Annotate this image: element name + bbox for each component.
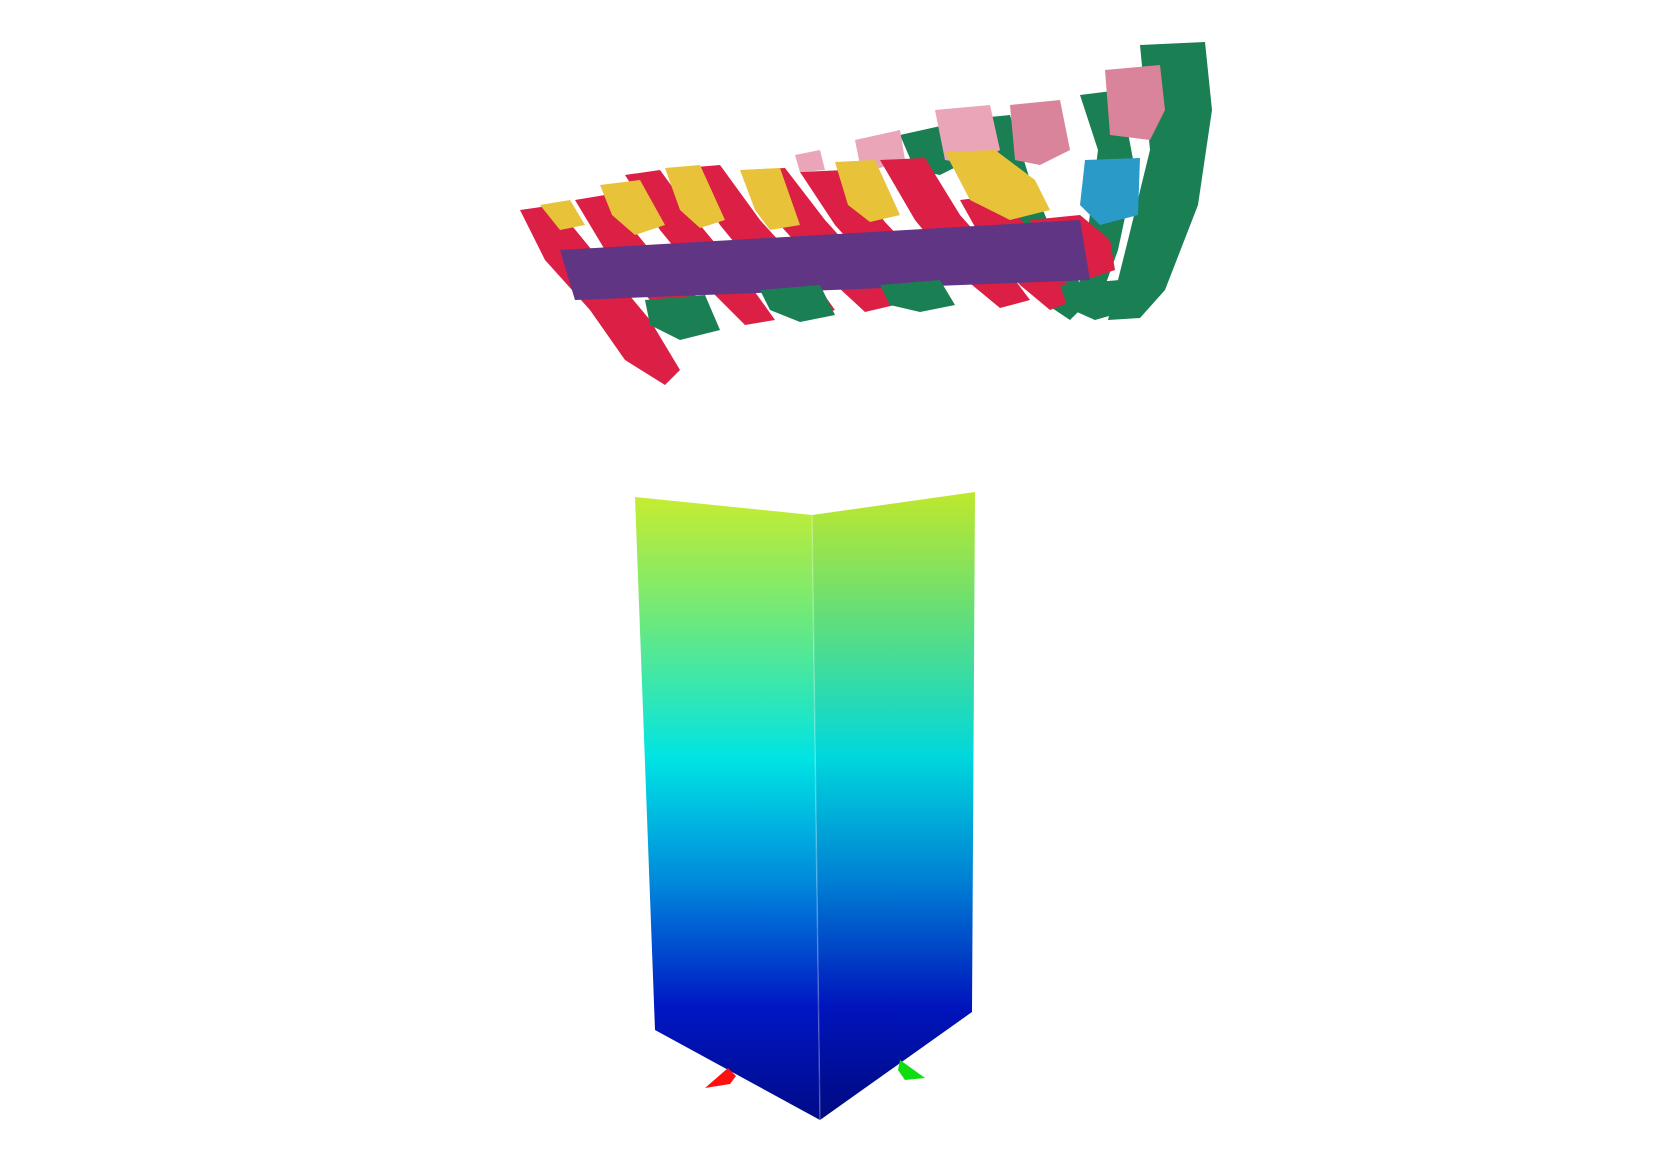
x-axis-arrow-icon xyxy=(705,1068,736,1088)
segment-yellow-6 xyxy=(945,150,1050,220)
segment-pink-1 xyxy=(1105,65,1165,140)
segment-purple-band xyxy=(560,220,1090,300)
segment-blue xyxy=(1080,158,1140,225)
axis-triad xyxy=(705,1060,925,1088)
segment-green-bottom-3 xyxy=(880,280,955,312)
segment-yellow-1 xyxy=(540,200,585,230)
segment-pink-3 xyxy=(935,105,1000,165)
column-right-face xyxy=(812,492,975,1120)
column-edge xyxy=(811,514,821,1121)
gradient-column-box[interactable] xyxy=(635,492,975,1121)
segment-green-bottom-1 xyxy=(645,295,720,340)
segment-green-right xyxy=(1108,42,1212,320)
segmented-point-cloud[interactable] xyxy=(520,42,1212,385)
segment-green-bottom-2 xyxy=(760,285,835,322)
column-left-face xyxy=(635,497,820,1120)
segment-yellow-5 xyxy=(835,160,900,222)
segment-yellow-2 xyxy=(600,180,665,235)
segment-yellow-3 xyxy=(665,165,725,228)
segment-green-bottom-4 xyxy=(1060,280,1130,320)
segment-pink-2 xyxy=(1010,100,1070,165)
segment-pink-5 xyxy=(795,150,825,172)
y-axis-arrow-icon xyxy=(898,1060,925,1080)
segment-pink-4 xyxy=(855,130,905,168)
segment-yellow-4 xyxy=(740,168,800,230)
